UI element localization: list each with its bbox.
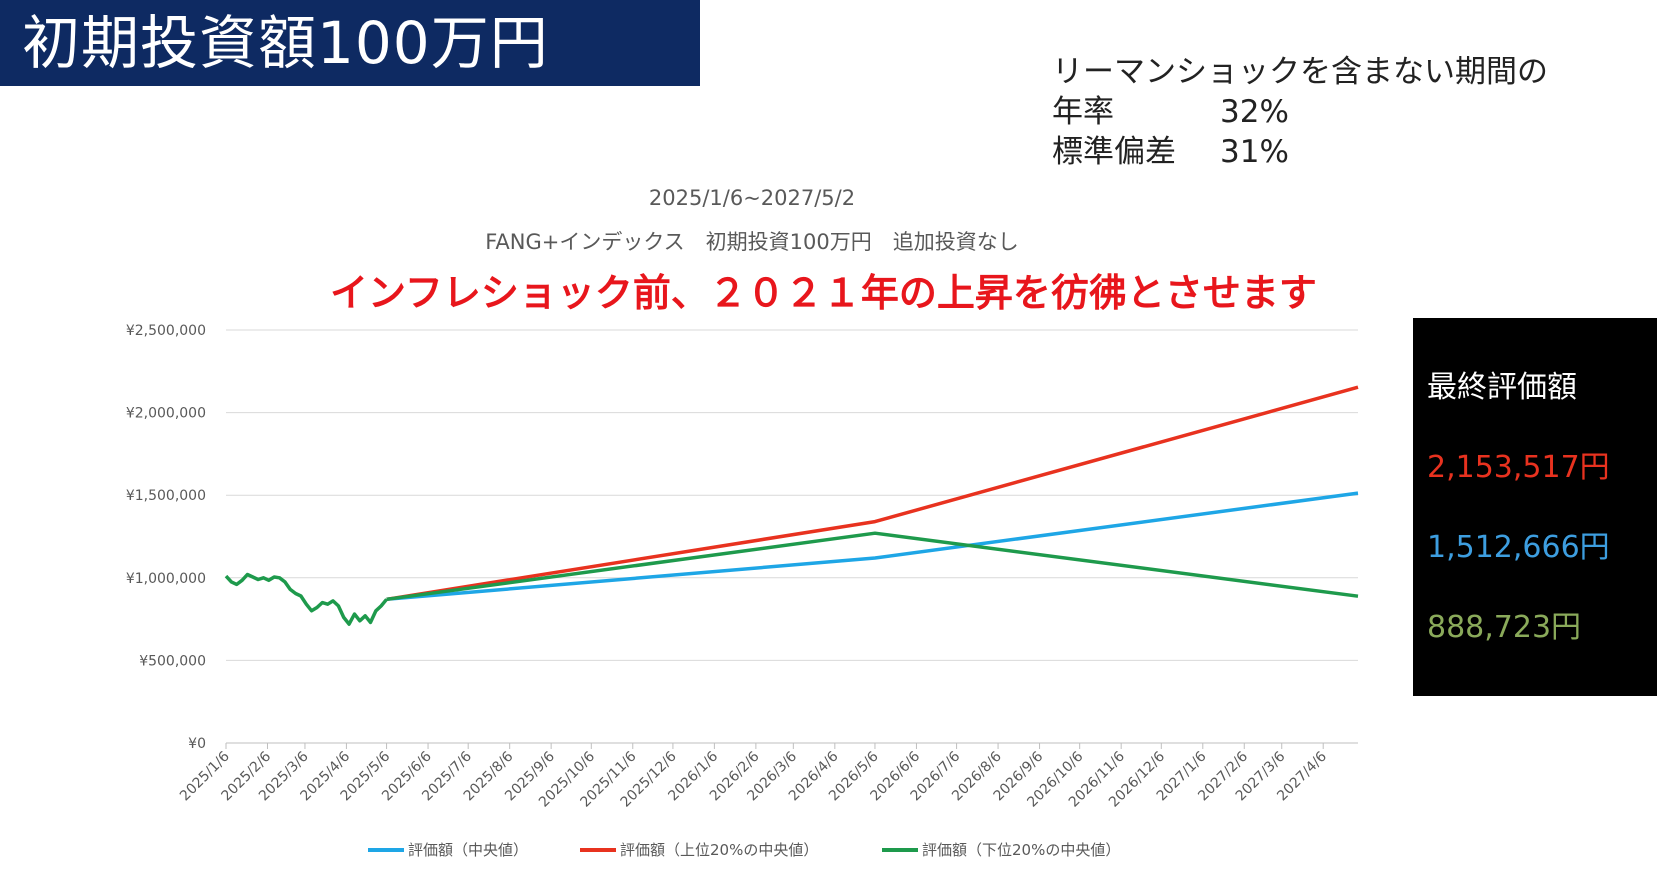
series-lines — [224, 385, 1359, 626]
final-value-upper: 2,153,517円 — [1427, 450, 1610, 485]
page-title: 初期投資額100万円 — [0, 0, 700, 86]
stats-row-annual-return: 年率 32% — [1052, 92, 1548, 132]
stats-label: 標準偏差 — [1052, 134, 1176, 170]
axes: ¥0 ¥500,000 ¥1,000,000 ¥1,500,000 ¥2,000,000… — [126, 323, 1330, 811]
final-value-panel: 最終評価額 2,153,517円 1,512,666円 888,723円 — [1413, 318, 1657, 696]
series-line — [386, 385, 1359, 602]
chart-annotation: インフレショック前、２０２１年の上昇を彷彿とさせます — [330, 271, 1317, 315]
legend-label: 評価額（上位20%の中央値） — [620, 841, 818, 859]
stats-row-std-dev: 標準偏差 31% — [1052, 132, 1548, 172]
stats-label: 年率 — [1052, 94, 1114, 130]
series-line — [386, 491, 1359, 602]
y-tick-label: ¥1,500,000 — [126, 488, 206, 504]
final-value-heading: 最終評価額 — [1427, 370, 1577, 405]
chart-title: 2025/1/6~2027/5/2 — [649, 186, 855, 210]
stats-value: 32% — [1220, 94, 1289, 130]
y-tick-label: ¥2,000,000 — [126, 406, 206, 422]
chart-legend: 評価額（中央値） 評価額（上位20%の中央値） 評価額（下位20%の中央値） — [368, 841, 1120, 859]
history-line — [224, 572, 388, 626]
stats-heading: リーマンショックを含まない期間の — [1052, 54, 1548, 90]
legend-label: 評価額（下位20%の中央値） — [922, 841, 1120, 859]
grid-lines — [226, 329, 1358, 744]
legend-label: 評価額（中央値） — [408, 841, 528, 859]
stats-value: 31% — [1220, 134, 1289, 170]
series-line — [386, 531, 1359, 602]
stats-box: リーマンショックを含まない期間の 年率 32% 標準偏差 31% — [1052, 52, 1548, 172]
final-value-median: 1,512,666円 — [1427, 530, 1610, 565]
y-tick-label: ¥2,500,000 — [126, 323, 206, 339]
final-value-lower: 888,723円 — [1427, 610, 1582, 645]
chart-subtitle: FANG+インデックス 初期投資100万円 追加投資なし — [485, 230, 1019, 254]
y-tick-label: ¥1,000,000 — [126, 571, 206, 587]
y-tick-label: ¥500,000 — [139, 653, 206, 669]
y-tick-label: ¥0 — [188, 736, 206, 752]
